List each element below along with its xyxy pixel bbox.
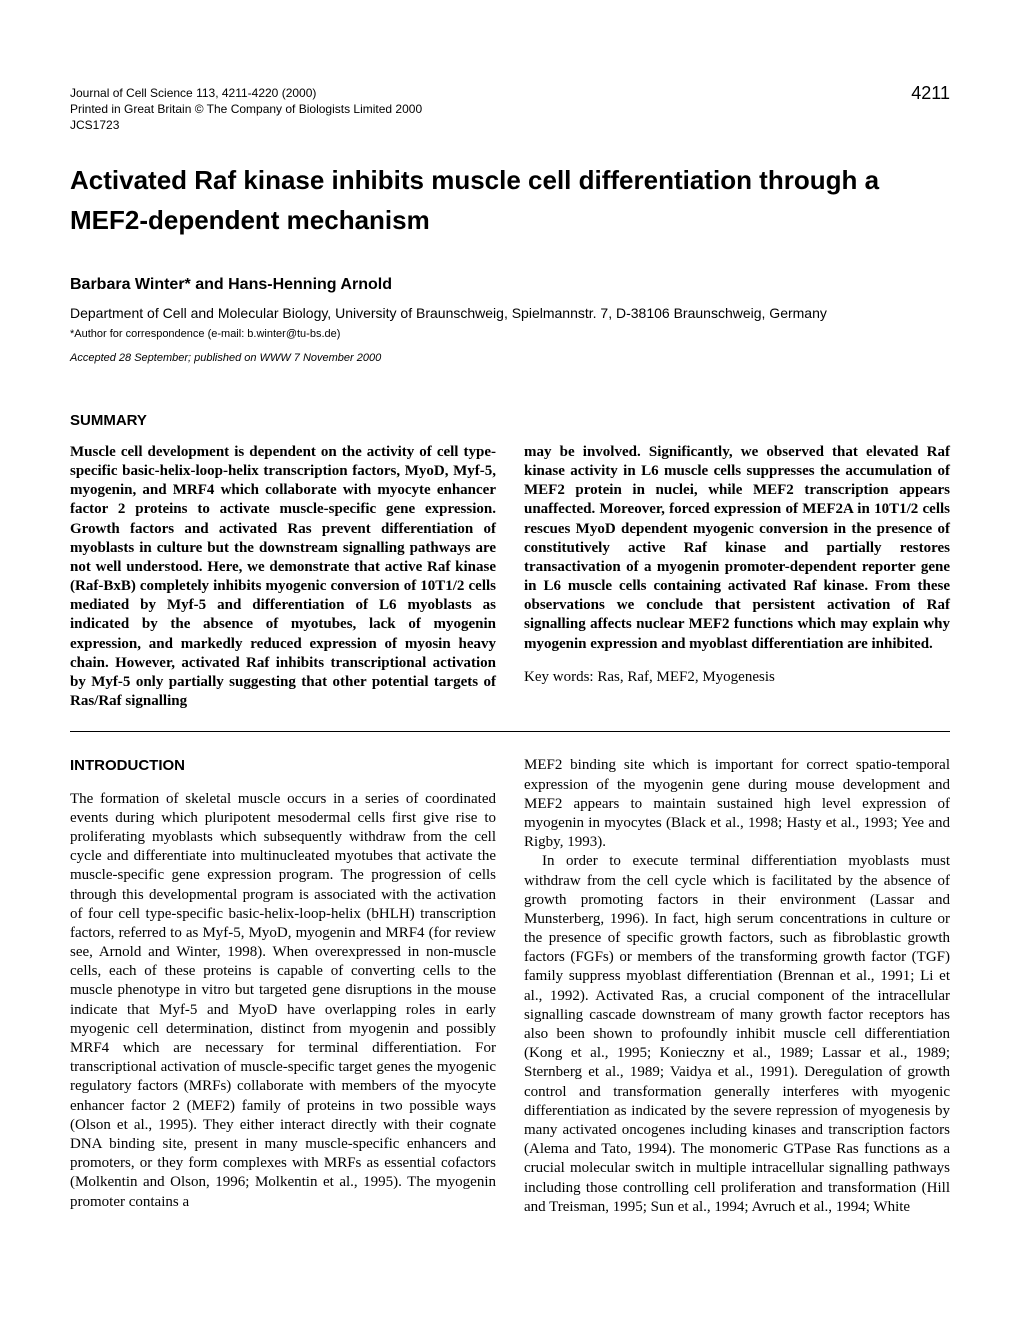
page-number: 4211 — [911, 81, 950, 105]
correspondence: *Author for correspondence (e-mail: b.wi… — [70, 328, 950, 340]
summary-left-col: Muscle cell development is dependent on … — [70, 443, 496, 712]
section-divider — [70, 731, 950, 732]
intro-left-col: INTRODUCTION The formation of skeletal m… — [70, 756, 496, 1217]
printed-line: Printed in Great Britain © The Company o… — [70, 101, 950, 117]
journal-code: JCS1723 — [70, 117, 950, 133]
summary-right-text: may be involved. Significantly, we obser… — [524, 444, 950, 652]
affiliation: Department of Cell and Molecular Biology… — [70, 304, 950, 324]
intro-columns: INTRODUCTION The formation of skeletal m… — [70, 756, 950, 1217]
intro-left-text: The formation of skeletal muscle occurs … — [70, 790, 496, 1212]
intro-right-col: MEF2 binding site which is important for… — [524, 756, 950, 1217]
authors: Barbara Winter* and Hans-Henning Arnold — [70, 276, 950, 294]
accepted-line: Accepted 28 September; published on WWW … — [70, 352, 950, 364]
summary-heading: SUMMARY — [70, 412, 950, 429]
summary-columns: Muscle cell development is dependent on … — [70, 443, 950, 712]
summary-right-col: may be involved. Significantly, we obser… — [524, 443, 950, 712]
keywords: Key words: Ras, Raf, MEF2, Myogenesis — [524, 668, 950, 687]
journal-header: Journal of Cell Science 113, 4211-4220 (… — [70, 85, 950, 134]
intro-right-p1: MEF2 binding site which is important for… — [524, 756, 950, 852]
intro-right-p2: In order to execute terminal differentia… — [524, 852, 950, 1217]
article-title: Activated Raf kinase inhibits muscle cel… — [70, 160, 950, 241]
intro-heading: INTRODUCTION — [70, 756, 496, 775]
journal-line: Journal of Cell Science 113, 4211-4220 (… — [70, 85, 950, 101]
